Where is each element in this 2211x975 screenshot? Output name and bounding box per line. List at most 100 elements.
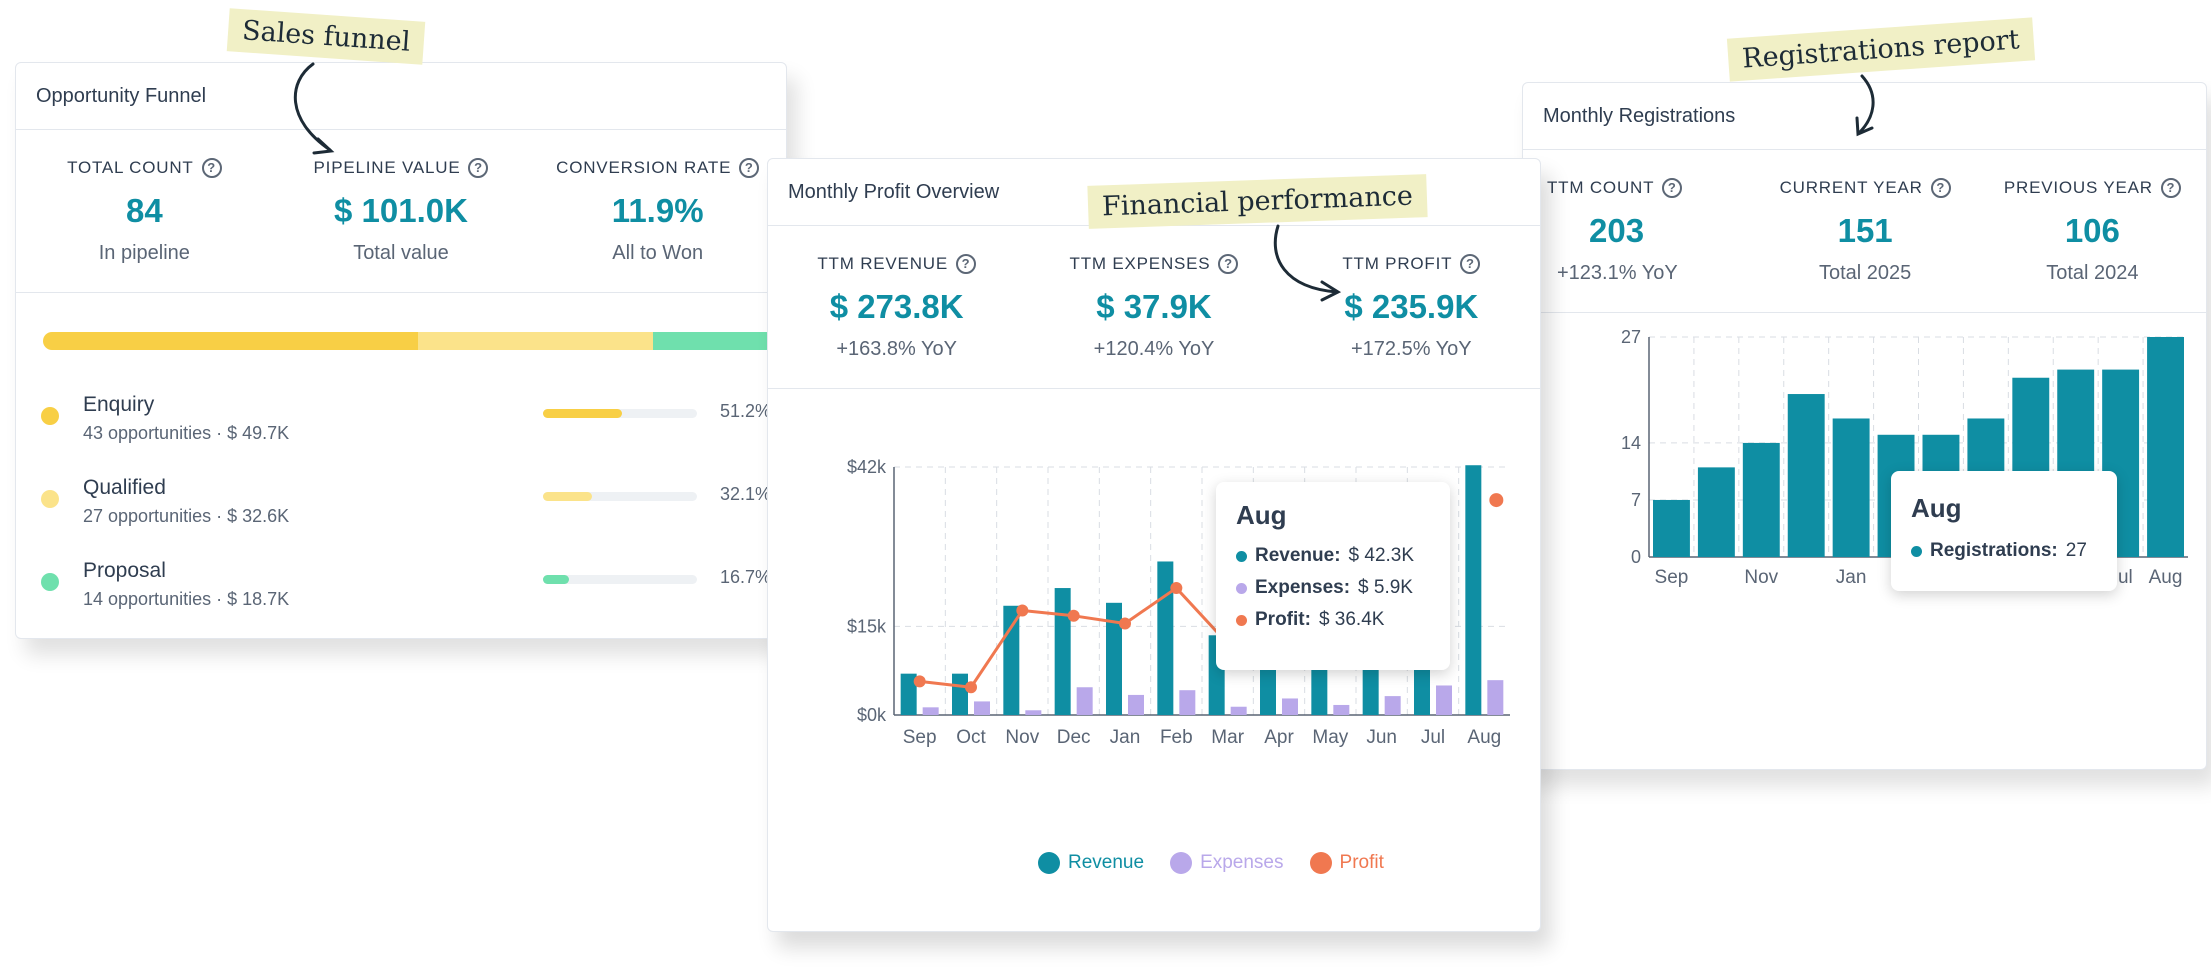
profit-point [1170,582,1183,595]
expenses-bar [1487,680,1504,715]
funnel-stage-proposal[interactable]: Proposal 14 opportunities · $ 18.7K 16.7… [41,559,771,629]
x-tick-label: Jun [1366,727,1397,748]
stat-label: TTM COUNT [1547,178,1655,197]
tooltip-row-expenses: Expenses: $ 5.9K [1236,577,1430,599]
revenue-bar [900,673,917,715]
y-tick-label: $15k [847,616,887,636]
help-icon[interactable]: ? [1930,178,1951,198]
expenses-bar [922,707,939,715]
expenses-bar [1436,685,1452,715]
tooltip-label: Expenses: [1255,577,1351,598]
funnel-segment-enquiry[interactable] [43,332,418,350]
stat-total-count: TOTAL COUNT? 84 In pipeline [16,130,273,292]
x-tick-label: Jan [1110,727,1141,748]
tooltip-dot [1236,582,1247,594]
profit-stats: TTM REVENUE? $ 273.8K +163.8% YoY TTM EX… [768,226,1540,389]
stat-ttm-count: TTM COUNT? 203 +123.1% YoY [1523,150,1752,312]
tooltip-value: 27 [2065,540,2087,561]
help-icon[interactable]: ? [739,158,760,178]
funnel-segment-proposal[interactable] [652,332,775,350]
funnel-stage-qualified[interactable]: Qualified 27 opportunities · $ 32.6K 32.… [41,476,771,546]
stage-progress-fill [543,409,622,418]
card-title: Monthly Registrations [1523,83,2206,150]
stage-dot [41,573,59,591]
legend-item-profit[interactable]: Profit [1309,852,1384,874]
x-tick-label: May [1312,727,1348,748]
stat-label: TTM REVENUE [817,254,948,273]
revenue-bar [1106,602,1122,715]
stage-sub: 27 opportunities · $ 32.6K [83,506,290,526]
expenses-bar [1282,698,1298,715]
x-tick-label: Mar [1211,727,1244,748]
tooltip-title: Aug [1911,493,1962,523]
stat-sub: In pipeline [98,242,190,264]
help-icon[interactable]: ? [1218,254,1239,274]
y-tick-label: 0 [1631,547,1641,567]
help-icon[interactable]: ? [201,158,222,178]
help-icon[interactable]: ? [468,158,489,178]
stage-percent: 32.1% [719,484,771,504]
funnel-stacked-bar [43,332,775,350]
x-tick-label: Jan [1836,567,1867,588]
stage-dot [41,407,59,425]
stat-label: TTM EXPENSES [1069,254,1211,273]
tooltip-row-registrations: Registrations: 27 [1911,540,2097,562]
stat-previous-year: PREVIOUS YEAR? 106 Total 2024 [1979,150,2206,312]
expenses-bar [1230,706,1247,715]
y-tick-label: 7 [1631,490,1641,510]
stage-name: Proposal [83,559,166,582]
tooltip-row-revenue: Revenue: $ 42.3K [1236,545,1430,567]
y-tick-label: $0k [857,705,887,725]
stat-current-year: CURRENT YEAR? 151 Total 2025 [1752,150,1979,312]
y-tick-label: $42k [847,457,887,477]
tooltip-dot [1911,545,1922,557]
x-tick-label: Feb [1160,727,1193,748]
stage-percent: 16.7% [719,567,771,587]
expenses-bar [1179,690,1196,715]
legend-item-revenue[interactable]: Revenue [1038,852,1144,874]
x-tick-label: Nov [1744,567,1778,588]
profit-point [1119,617,1131,630]
funnel-segment-qualified[interactable] [417,332,653,350]
x-tick-label: Dec [1057,727,1091,748]
legend-label: Profit [1339,852,1384,873]
stage-name: Enquiry [83,393,155,416]
revenue-bar [1465,465,1482,715]
y-tick-label: 27 [1621,327,1641,347]
stat-value: $ 101.0K [334,192,468,229]
revenue-bar [1003,605,1020,715]
funnel-stats: TOTAL COUNT? 84 In pipeline PIPELINE VAL… [16,130,786,293]
profit-point [1067,609,1080,622]
registrations-stats: TTM COUNT? 203 +123.1% YoY CURRENT YEAR?… [1523,150,2206,313]
stage-progress-fill [543,492,593,501]
x-tick-label: Sep [1655,567,1689,588]
profit-point [1016,604,1029,617]
legend-item-expenses[interactable]: Expenses [1170,852,1284,874]
stage-progress-track [543,575,697,584]
help-icon[interactable]: ? [1460,254,1481,274]
tooltip-label: Revenue: [1255,545,1341,566]
legend-dot [1170,852,1193,874]
stat-label: PREVIOUS YEAR [2003,178,2153,197]
stat-sub: All to Won [612,242,704,264]
expenses-bar [1128,694,1144,715]
help-icon[interactable]: ? [2160,178,2181,198]
stat-sub: Total 2024 [2046,262,2139,284]
help-icon[interactable]: ? [955,254,976,274]
expenses-bar [974,701,990,715]
registrations-bar [2147,337,2184,557]
expenses-bar [1076,687,1093,715]
profit-point [1487,491,1506,510]
monthly-profit-card: Monthly Profit Overview TTM REVENUE? $ 2… [767,158,1541,932]
funnel-stage-enquiry[interactable]: Enquiry 43 opportunities · $ 49.7K 51.2% [41,393,771,463]
help-icon[interactable]: ? [1662,178,1683,198]
x-tick-label: Sep [903,727,937,748]
stat-label: CONVERSION RATE [556,158,732,177]
tooltip-label: Profit: [1255,609,1311,630]
stat-pipeline-value: PIPELINE VALUE? $ 101.0K Total value [273,130,530,292]
stat-sub: +123.1% YoY [1557,262,1678,284]
profit-chart-legend: Revenue Expenses Profit [1038,852,1384,874]
stage-percent: 51.2% [719,401,771,421]
stat-label: PIPELINE VALUE [313,158,461,177]
stage-name: Qualified [83,476,166,499]
